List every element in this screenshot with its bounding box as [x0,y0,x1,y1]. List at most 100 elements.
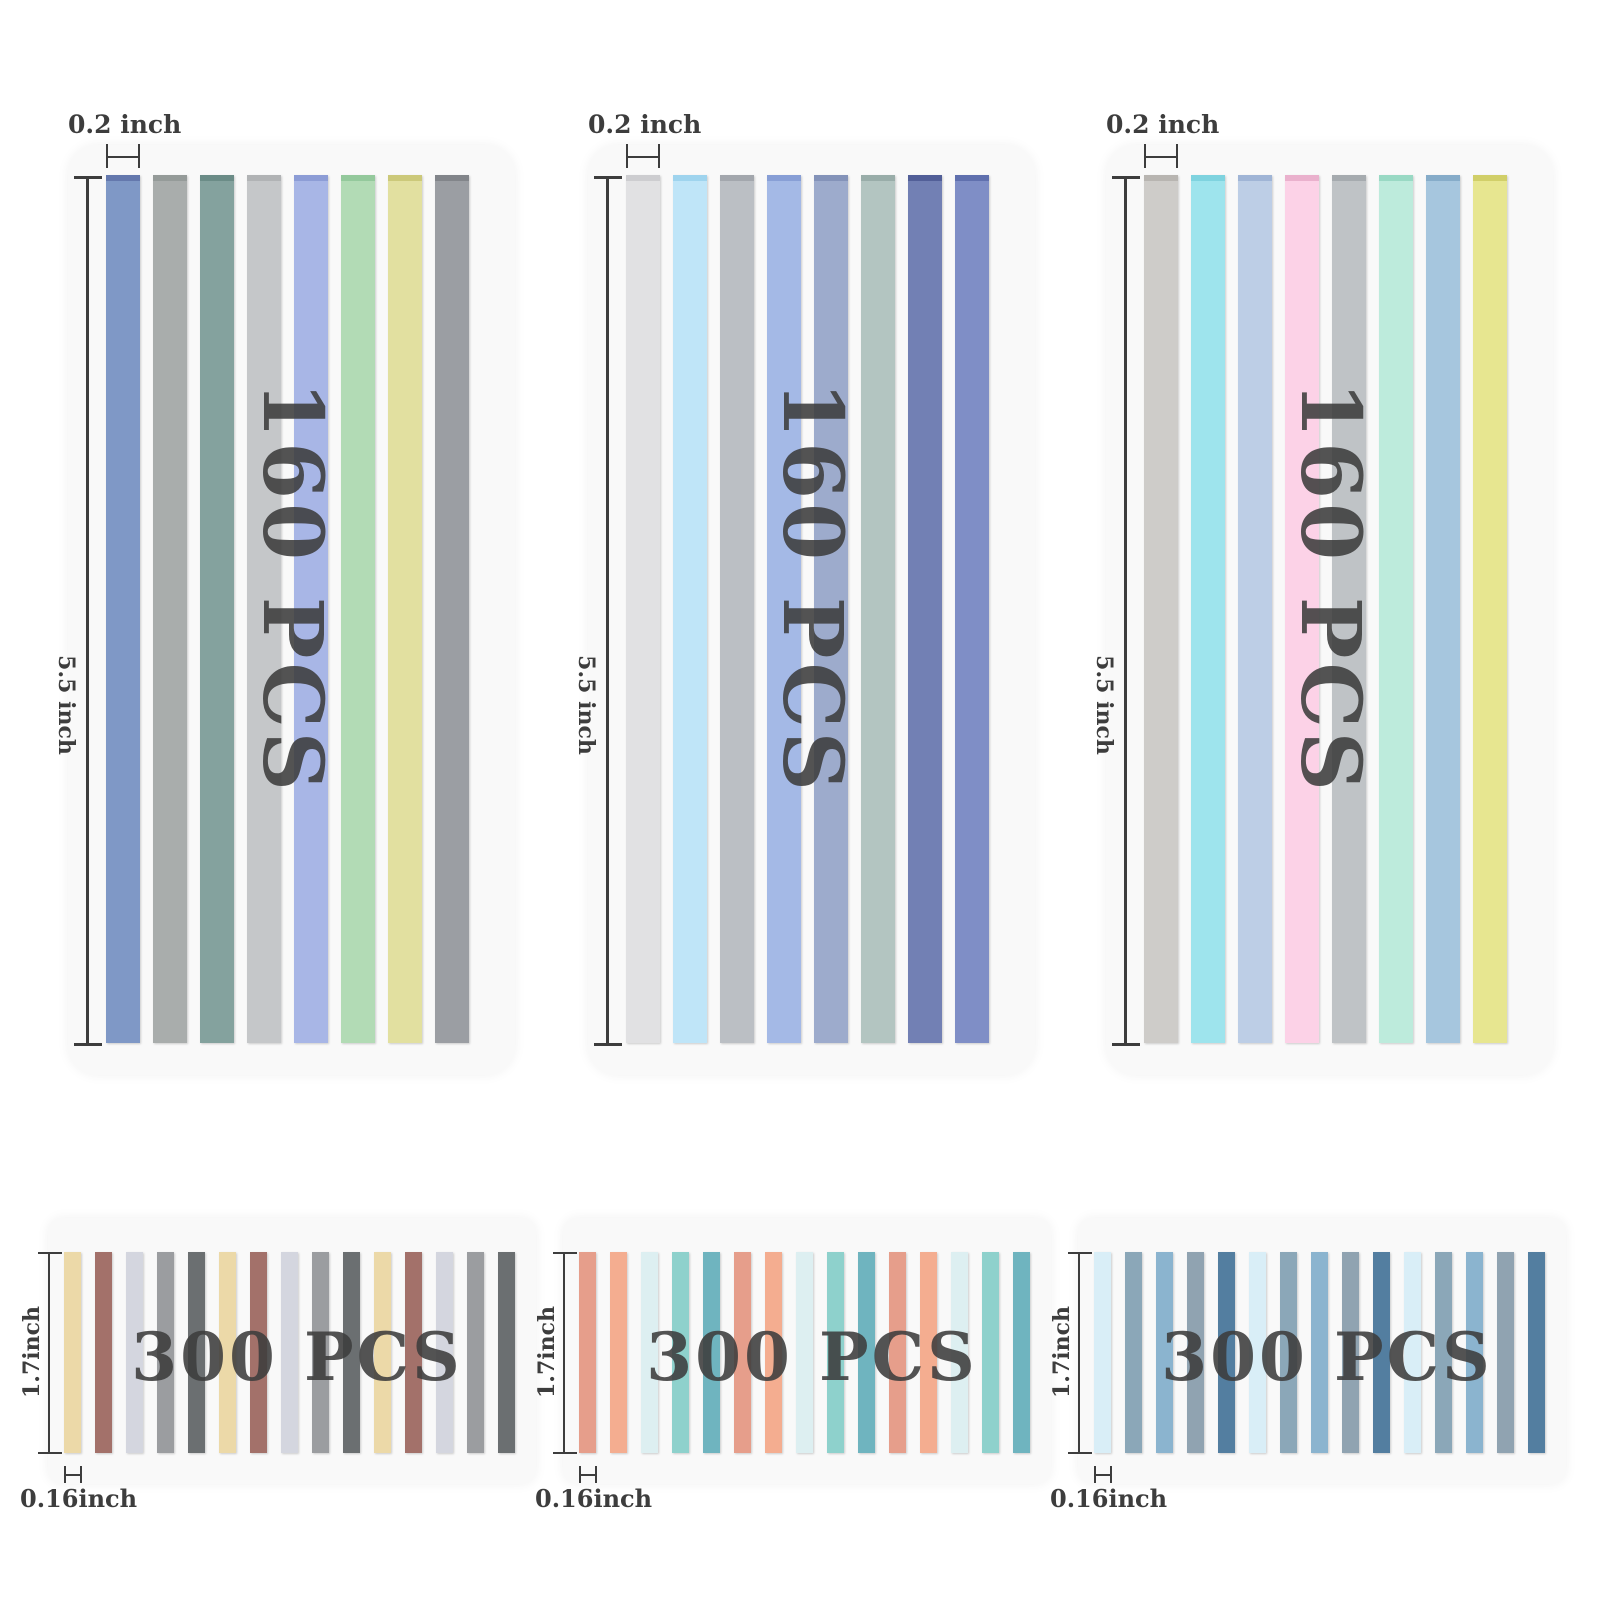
width-dimension-tick-right [658,144,660,168]
flag-strip [1426,175,1460,1043]
height-dimension-line [86,177,89,1045]
flag-strip [1238,175,1272,1043]
flag-strip [343,1252,360,1453]
flag-strip [1218,1252,1235,1453]
flag-strip [467,1252,484,1453]
strip-top-edge [106,175,140,181]
flag-strip [814,175,848,1043]
flag-strip [908,175,942,1043]
width-dimension-line [579,1474,596,1476]
strip-top-edge [1379,175,1413,181]
strip-top-edge [1332,175,1366,181]
flag-strip [341,175,375,1043]
flag-strip [95,1252,112,1453]
flag-strip [1191,175,1225,1043]
flag-strip [1311,1252,1328,1453]
flag-strip [1094,1252,1111,1453]
strip-top-edge [1285,175,1319,181]
pieces-count-label: 160 PCS [764,381,860,795]
strip-top-edge [153,175,187,181]
flag-strip [312,1252,329,1453]
height-dimension-label: 1.7inch [19,1305,45,1399]
strip-top-edge [673,175,707,181]
flag-strip [1466,1252,1483,1453]
height-dimension-tick-top [74,176,102,179]
flag-strip [1342,1252,1359,1453]
height-dimension-tick-bottom [594,1043,622,1046]
strip-top-edge [908,175,942,181]
height-dimension-label: 5.5 inch [1091,655,1117,755]
height-dimension-tick-top [38,1252,62,1254]
flag-strip [498,1252,515,1453]
flag-strip [1435,1252,1452,1453]
height-dimension-tick-bottom [1068,1452,1092,1454]
flag-strip [374,1252,391,1453]
flag-strip [126,1252,143,1453]
height-dimension-label: 1.7inch [534,1305,560,1399]
flag-strip [641,1252,658,1453]
flag-strip [294,175,328,1043]
strip-top-edge [1238,175,1272,181]
width-dimension-label: 0.16inch [535,1484,653,1513]
strip-top-edge [767,175,801,181]
flag-strip [106,175,140,1043]
height-dimension-tick-bottom [553,1452,577,1454]
flag-strip [1285,175,1319,1043]
width-dimension-label: 0.16inch [20,1484,138,1513]
strip-top-edge [294,175,328,181]
flag-strip [1156,1252,1173,1453]
flag-strip [1497,1252,1514,1453]
width-dimension-line [64,1474,81,1476]
pieces-count-label: 160 PCS [1282,381,1378,795]
flag-strip [1528,1252,1545,1453]
flag-strip [858,1252,875,1453]
width-dimension-label: 0.2 inch [68,110,182,139]
flag-strip [579,1252,596,1453]
flag-strip [1379,175,1413,1043]
width-dimension-line [626,156,660,158]
flag-strip [1125,1252,1142,1453]
flag-strip [219,1252,236,1453]
flag-strip [796,1252,813,1453]
width-dimension-tick-left [1094,1466,1096,1483]
width-dimension-label: 0.2 inch [1106,110,1220,139]
strip-top-edge [861,175,895,181]
width-dimension-tick-left [579,1466,581,1483]
width-dimension-tick-right [138,144,140,168]
strip-top-edge [626,175,660,181]
pieces-count-label: 160 PCS [244,381,340,795]
flag-strip [610,1252,627,1453]
flag-strip [1144,175,1178,1043]
height-dimension-tick-bottom [74,1043,102,1046]
strip-top-edge [341,175,375,181]
height-dimension-line [1078,1253,1080,1453]
strip-top-edge [814,175,848,181]
height-dimension-line [563,1253,565,1453]
flag-strip [920,1252,937,1453]
flag-strip [281,1252,298,1453]
width-dimension-label: 0.2 inch [588,110,702,139]
pieces-count-label: 300 PCS [131,1318,463,1396]
height-dimension-tick-top [553,1252,577,1254]
width-dimension-tick-right [1110,1466,1112,1483]
height-dimension-tick-top [594,176,622,179]
flag-strip [1404,1252,1421,1453]
width-dimension-line [1144,156,1178,158]
flag-strip [767,175,801,1043]
flag-strip [626,175,660,1043]
flag-strip [436,1252,453,1453]
width-dimension-line [1094,1474,1111,1476]
strip-top-edge [247,175,281,181]
flag-strip [1332,175,1366,1043]
pieces-count-label: 300 PCS [1161,1318,1493,1396]
height-dimension-tick-top [1112,176,1140,179]
flag-strip [1373,1252,1390,1453]
height-dimension-line [48,1253,50,1453]
flag-strip [703,1252,720,1453]
flag-strip [157,1252,174,1453]
width-dimension-label: 0.16inch [1050,1484,1168,1513]
large-set-2: 0.2 inch 5.5 inch 160 PCS [520,0,1050,1100]
flag-strip [827,1252,844,1453]
flag-strip [188,1252,205,1453]
height-dimension-label: 5.5 inch [53,655,79,755]
